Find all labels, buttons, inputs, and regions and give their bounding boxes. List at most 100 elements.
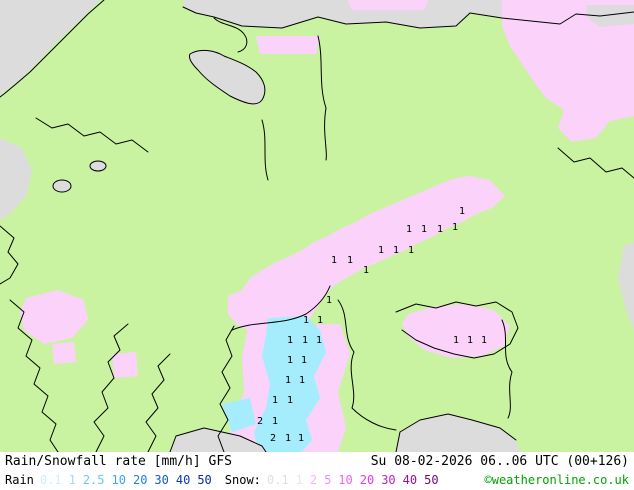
river-don (231, 285, 331, 331)
border-finland (35, 117, 149, 153)
precip-value: 1 (453, 335, 459, 346)
scale-value: 1 (295, 473, 303, 487)
precip-value: 1 (437, 224, 443, 235)
coast-norway (0, 0, 105, 98)
scale-value: 0.1 (39, 473, 62, 487)
scale-value: 50 (424, 473, 439, 487)
snow-region-west-blob (20, 290, 88, 344)
snow-region-kola (256, 36, 320, 54)
scale-value: 1 (68, 473, 76, 487)
precip-value: 1 (287, 355, 293, 366)
scale-value: 10 (111, 473, 126, 487)
precip-value: 1 (301, 355, 307, 366)
scale-value: 5 (324, 473, 332, 487)
precip-value: 1 (272, 416, 278, 427)
snow-scale: 0.1 1 2 5 10 20 30 40 50 (267, 473, 446, 487)
scale-value: 20 (359, 473, 375, 487)
lake-onega (89, 160, 107, 172)
coast-black-sea (169, 427, 267, 452)
border-kazakh (395, 301, 519, 359)
snow-region-top-mid (348, 0, 428, 10)
coastlines (0, 0, 634, 452)
rain-region-small (222, 398, 256, 432)
precip-value: 2 (270, 433, 276, 444)
coast-white-sea (189, 49, 266, 105)
legend-title-row: Rain/Snowfall rate [mm/h] GFS Su 08-02-2… (0, 452, 634, 471)
border-west-1 (9, 299, 59, 452)
precip-value: 1 (303, 315, 309, 326)
coast-caspian (395, 413, 517, 452)
precip-value: 2 (257, 416, 263, 427)
rain-label: Rain (5, 473, 34, 487)
precip-value: 1 (481, 335, 487, 346)
sea-region-bothnia (0, 138, 32, 220)
river-volga (337, 299, 397, 431)
precip-value: 1 (331, 255, 337, 266)
scale-value: 50 (197, 473, 212, 487)
precip-value: 1 (285, 375, 291, 386)
legend-timestamp: Su 08-02-2026 06..06 UTC (00+126) (370, 454, 629, 469)
precip-value: 1 (408, 245, 414, 256)
precip-value: 1 (393, 245, 399, 256)
legend-title: Rain/Snowfall rate [mm/h] GFS (5, 454, 232, 469)
sea-region-northeast-strip (586, 5, 634, 27)
precip-value: 1 (285, 433, 291, 444)
scale-value: 2.5 (82, 473, 105, 487)
scale-value: 30 (154, 473, 169, 487)
precip-value: 1 (287, 335, 293, 346)
river-pechora (317, 35, 327, 161)
river-ural (501, 319, 513, 419)
sea-region-white-sea (188, 50, 266, 106)
precip-value: 1 (326, 295, 332, 306)
sea-region-east-sliver (618, 242, 634, 330)
snow-region-west-small-2 (112, 352, 138, 378)
precip-value: 1 (363, 265, 369, 276)
scale-value: 40 (402, 473, 418, 487)
coast-arctic (182, 6, 634, 29)
coast-baltic (0, 225, 19, 285)
snow-region-kazakh-patch (402, 304, 510, 358)
legend-scale-row: Rain 0.1 1 2.5 10 20 30 40 50 Snow: 0.1 1 2 5 10 20 30 40… (0, 471, 634, 489)
coast-kola (213, 17, 248, 53)
precip-value: 1 (406, 224, 412, 235)
precip-value: 1 (287, 395, 293, 406)
sea-region-caspian (396, 414, 520, 452)
scale-value: 20 (132, 473, 148, 487)
precip-value: 1 (467, 335, 473, 346)
scale-value: 30 (381, 473, 396, 487)
sea-region-norwegian (0, 0, 100, 95)
copyright: ©weatheronline.co.uk (484, 473, 630, 487)
precip-value: 1 (299, 375, 305, 386)
snow-label: Snow: (224, 473, 261, 487)
scale-value: 2 (309, 473, 318, 487)
precip-value: 1 (452, 222, 458, 233)
snow-region-northeast (502, 0, 634, 142)
sea-region-black-sea (170, 428, 266, 452)
precip-value: 1 (272, 395, 278, 406)
river-dnieper (217, 325, 235, 452)
scale-value: 40 (175, 473, 191, 487)
border-west-2 (93, 323, 129, 452)
lake-ladoga (52, 179, 72, 193)
snow-region-main-band (228, 176, 505, 336)
scale-value: 0.1 (266, 473, 289, 487)
scale-value: 10 (338, 473, 353, 487)
precip-value: 1 (317, 315, 323, 326)
border-west-3 (145, 353, 171, 452)
precip-value: 1 (421, 224, 427, 235)
rain-region-column (254, 316, 326, 452)
precip-value: 1 (316, 335, 322, 346)
scale-group: Rain 0.1 1 2.5 10 20 30 40 50 Snow: 0.1 1 2 5 10 20 30 40… (5, 471, 452, 489)
snow-region-west-small-1 (52, 342, 76, 364)
precip-value: 1 (459, 206, 465, 217)
river-east (557, 147, 634, 179)
legend-bar: Rain/Snowfall rate [mm/h] GFS Su 08-02-2… (0, 452, 634, 490)
precip-value: 1 (302, 335, 308, 346)
precip-value: 1 (347, 255, 353, 266)
precip-value: 1 (378, 245, 384, 256)
river-north-2 (261, 119, 269, 181)
